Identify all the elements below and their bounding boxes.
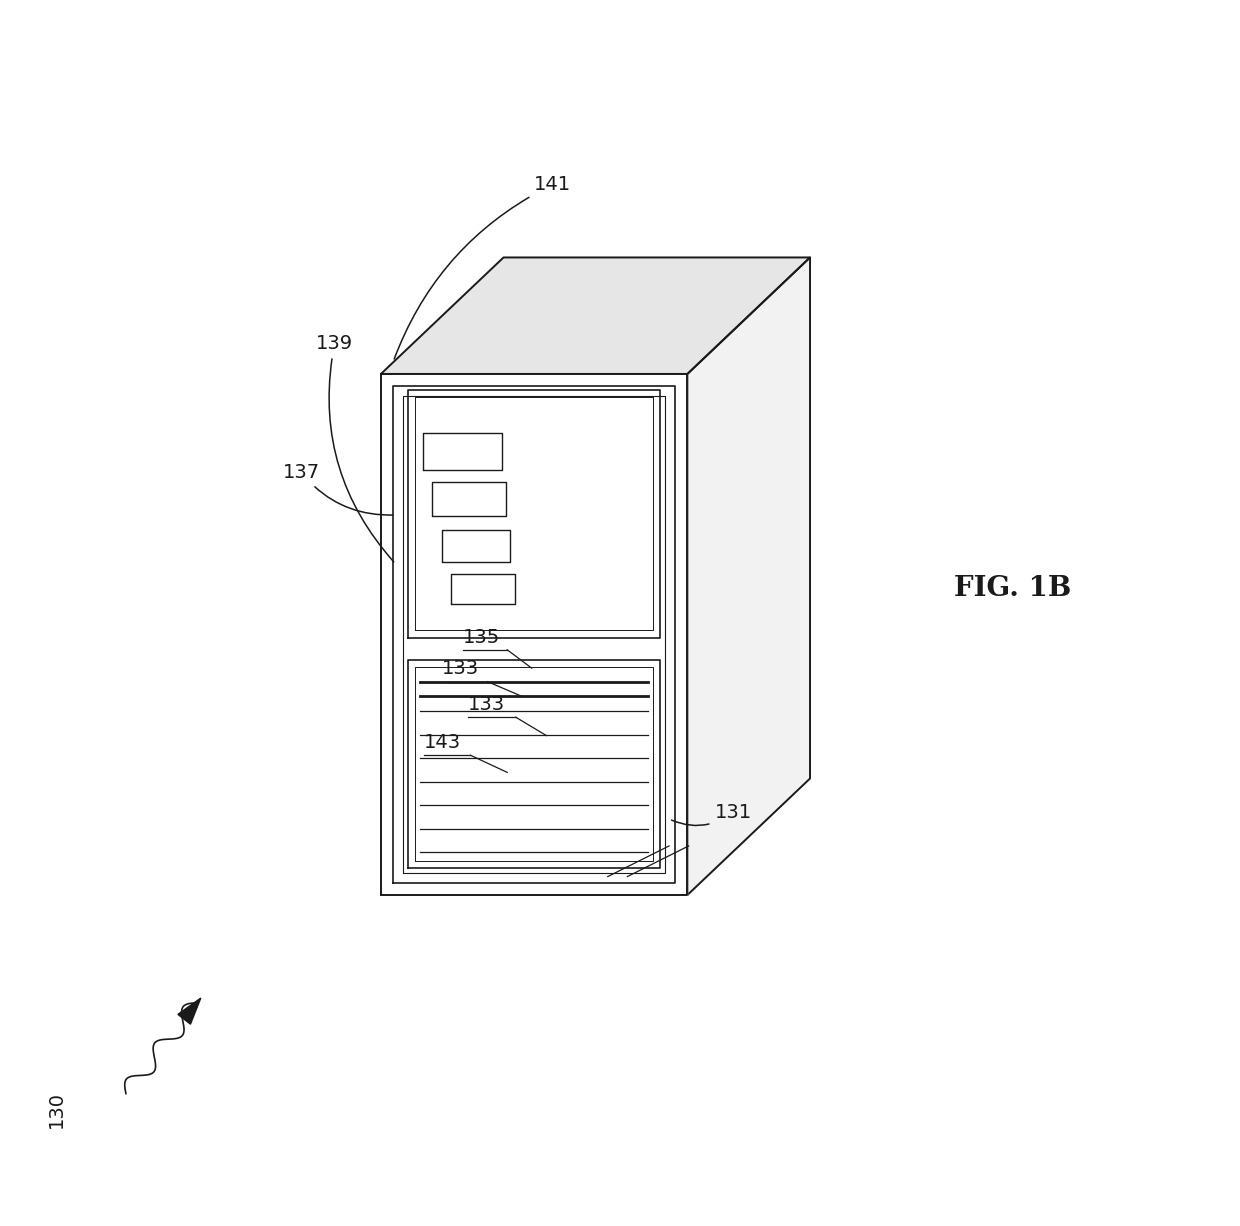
Text: 137: 137 bbox=[283, 463, 393, 515]
Text: 141: 141 bbox=[394, 175, 572, 359]
Text: 133: 133 bbox=[443, 660, 480, 678]
Polygon shape bbox=[381, 374, 687, 895]
Text: 130: 130 bbox=[47, 1091, 66, 1128]
Text: FIG. 1B: FIG. 1B bbox=[954, 575, 1071, 602]
Text: 131: 131 bbox=[672, 803, 751, 825]
Text: 135: 135 bbox=[463, 629, 500, 647]
Polygon shape bbox=[177, 998, 201, 1024]
Text: 143: 143 bbox=[424, 733, 461, 752]
Text: 139: 139 bbox=[316, 335, 394, 562]
Polygon shape bbox=[687, 257, 810, 895]
Polygon shape bbox=[381, 257, 810, 374]
Text: 133: 133 bbox=[467, 695, 505, 714]
